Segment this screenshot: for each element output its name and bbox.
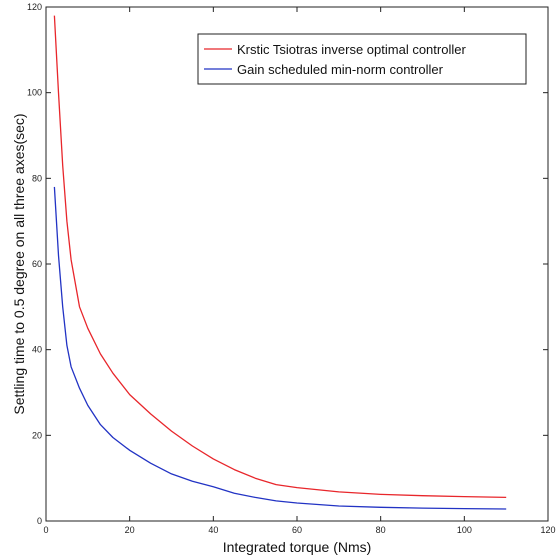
y-tick-label: 60: [32, 259, 42, 269]
x-tick-label: 80: [376, 525, 386, 535]
x-tick-label: 100: [457, 525, 472, 535]
plot-frame: [45, 6, 549, 522]
y-tick-label: 80: [32, 173, 42, 183]
legend-label-krstic: Krstic Tsiotras inverse optimal controll…: [237, 42, 466, 57]
y-tick-label: 0: [37, 516, 42, 526]
legend: Krstic Tsiotras inverse optimal controll…: [197, 33, 527, 85]
x-tick-label: 20: [125, 525, 135, 535]
x-tick-label: 40: [208, 525, 218, 535]
y-tick-label: 20: [32, 430, 42, 440]
series-layer: [53, 15, 507, 510]
x-tick-label: 120: [540, 525, 555, 535]
legend-box: [197, 33, 527, 85]
x-axis-ticks: 0 20 40 60 80 100 120: [43, 7, 556, 535]
series-line-krstic: [53, 15, 507, 499]
x-tick-label: 0: [43, 525, 48, 535]
series-line-gain-scheduled: [53, 186, 507, 510]
legend-label-gain-scheduled: Gain scheduled min-norm controller: [237, 62, 444, 77]
y-tick-label: 40: [32, 345, 42, 355]
y-tick-label: 120: [27, 2, 42, 12]
y-axis-ticks: 0 20 40 60 80 100 120: [27, 2, 548, 526]
y-axis-label: Settling time to 0.5 degree on all three…: [11, 113, 27, 414]
x-axis-label: Integrated torque (Nms): [223, 539, 372, 555]
y-tick-label: 100: [27, 88, 42, 98]
x-tick-label: 60: [292, 525, 302, 535]
